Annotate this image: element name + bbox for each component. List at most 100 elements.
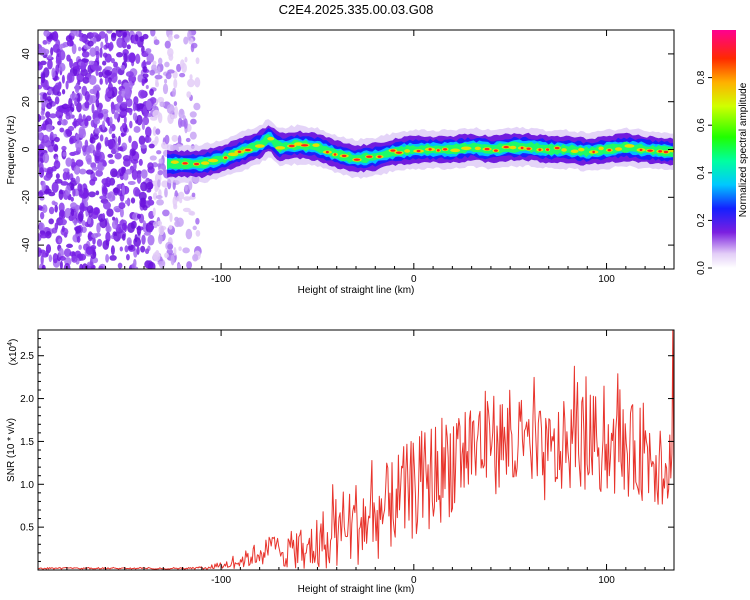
noise-blob (176, 217, 184, 227)
noise-blob (164, 187, 168, 198)
noise-blob (102, 52, 108, 58)
noise-blob (189, 74, 193, 80)
noise-blob (128, 52, 136, 63)
noise-blob (74, 83, 80, 94)
noise-blob (38, 205, 43, 211)
snr-panel: -100 0 100 0.5 1.0 1.5 2.0 2.5 Height of straig… (6, 329, 675, 595)
noise-blob (78, 253, 87, 261)
noise-blob (101, 108, 109, 114)
noise-blob (129, 120, 133, 129)
noise-blob (48, 88, 52, 94)
signal-hotspot-yellow (450, 148, 461, 153)
noise-blob (99, 195, 107, 200)
noise-blob (133, 160, 137, 171)
noise-blob (111, 133, 116, 139)
noise-blob (51, 67, 56, 79)
noise-blob (119, 246, 123, 252)
snr-x-tick-label: 0 (411, 575, 417, 586)
noise-blob (57, 120, 62, 126)
noise-blob (76, 102, 82, 113)
noise-blob (191, 192, 196, 198)
noise-blob (73, 218, 77, 226)
noise-blob (91, 166, 98, 171)
noise-blob (43, 30, 50, 37)
noise-blob (145, 85, 149, 90)
noise-blob (51, 165, 57, 172)
noise-blob (70, 196, 74, 202)
noise-blob (157, 179, 161, 188)
noise-blob (63, 168, 70, 173)
noise-blob (70, 177, 76, 183)
noise-blob (110, 72, 118, 84)
noise-blob (61, 88, 66, 95)
snr-x-tick-label: -100 (211, 575, 231, 586)
noise-blob (127, 222, 135, 234)
noise-blob (140, 181, 148, 192)
snr-y-multiplier: (x104) (7, 339, 19, 366)
noise-blob (155, 194, 163, 200)
noise-blob (78, 244, 82, 250)
noise-blob (70, 202, 78, 209)
noise-blob (74, 225, 82, 234)
noise-blob (128, 108, 133, 116)
noise-blob (138, 135, 146, 146)
noise-blob (59, 62, 66, 72)
signal-hotspot-yellow (170, 160, 179, 164)
signal-hotspot-red (341, 154, 347, 158)
noise-blob (40, 140, 45, 150)
noise-blob (84, 91, 90, 102)
noise-blob (133, 186, 140, 197)
noise-blob (107, 139, 114, 150)
noise-blob (184, 184, 188, 192)
noise-blob (78, 46, 82, 52)
noise-blob (45, 124, 54, 132)
noise-blob (145, 126, 152, 138)
snr-y-tick-label: 0.5 (20, 523, 34, 534)
noise-blob (136, 225, 142, 236)
noise-blob (157, 261, 165, 266)
noise-blob (149, 155, 157, 161)
noise-blob (81, 220, 86, 226)
noise-blob (123, 172, 129, 181)
noise-blob (192, 254, 199, 262)
noise-blob (156, 199, 164, 206)
signal-hotspot-red (182, 162, 188, 165)
noise-blob (43, 174, 52, 181)
noise-blob (143, 231, 151, 236)
snr-ylabel: SNR (10 * v/v) (6, 418, 17, 482)
signal-hotspot-red (443, 148, 448, 151)
noise-blob (183, 196, 192, 201)
noise-blob (79, 206, 88, 212)
noise-blob (59, 255, 66, 261)
spectrogram-ylabel: Frequency (Hz) (6, 116, 17, 185)
noise-blob (59, 209, 65, 217)
noise-blob (144, 248, 150, 255)
noise-blob (85, 246, 94, 255)
noise-blob (92, 149, 97, 157)
noise-blob (97, 65, 102, 72)
noise-blob (188, 210, 194, 216)
noise-blob (154, 74, 163, 80)
noise-blob (179, 198, 183, 204)
noise-blob (114, 111, 119, 118)
noise-blob (53, 201, 58, 206)
noise-blob (166, 103, 175, 115)
colorbar-tick-label: 0.0 (696, 261, 707, 275)
noise-blob (125, 168, 133, 175)
noise-blob (113, 61, 118, 68)
noise-blob (183, 36, 189, 45)
noise-blob (162, 83, 169, 95)
noise-blob (123, 116, 127, 124)
signal-hotspot-red (520, 146, 524, 150)
noise-blob (84, 118, 89, 127)
noise-blob (95, 98, 100, 108)
noise-blob (117, 79, 122, 85)
noise-blob (131, 169, 138, 180)
noise-blob (91, 103, 95, 114)
colorbar-gradient (712, 30, 736, 268)
noise-blob (69, 251, 76, 257)
noise-blob (162, 209, 170, 217)
noise-blob (39, 233, 48, 239)
noise-blob (76, 73, 85, 83)
noise-blob (125, 89, 132, 99)
